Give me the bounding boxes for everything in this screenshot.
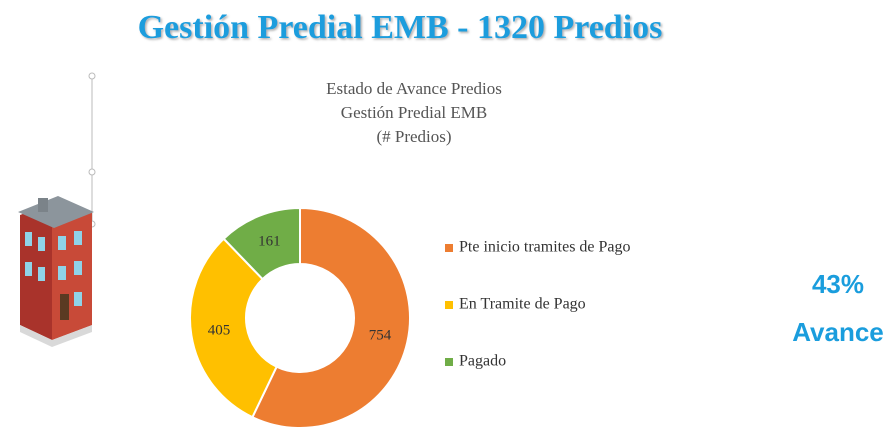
chart-title: (# Predios): [376, 127, 451, 146]
legend-marker: [445, 301, 453, 309]
legend-label: En Tramite de Pago: [459, 296, 586, 313]
chart-title: Estado de Avance Predios: [326, 79, 502, 98]
data-label: 754: [369, 328, 392, 344]
legend-label: Pagado: [459, 353, 506, 370]
chart-title: Gestión Predial EMB: [341, 103, 487, 122]
connector: [89, 73, 95, 227]
kpi-caption: Avance: [792, 317, 884, 347]
legend-marker: [445, 358, 453, 366]
slide-title: Gestión Predial EMB - 1320 Predios: [138, 9, 663, 46]
data-label: 161: [258, 233, 281, 249]
slide: Gestión Predial EMB - 1320 Predios Estad…: [0, 0, 896, 432]
building-icon: [18, 196, 94, 347]
data-label: 405: [208, 322, 231, 338]
donut-chart: Estado de Avance Predios Gestión Predial …: [190, 79, 631, 428]
kpi-value: 43%: [812, 269, 864, 299]
legend-label: Pte inicio tramites de Pago: [459, 239, 631, 256]
legend-marker: [445, 244, 453, 252]
